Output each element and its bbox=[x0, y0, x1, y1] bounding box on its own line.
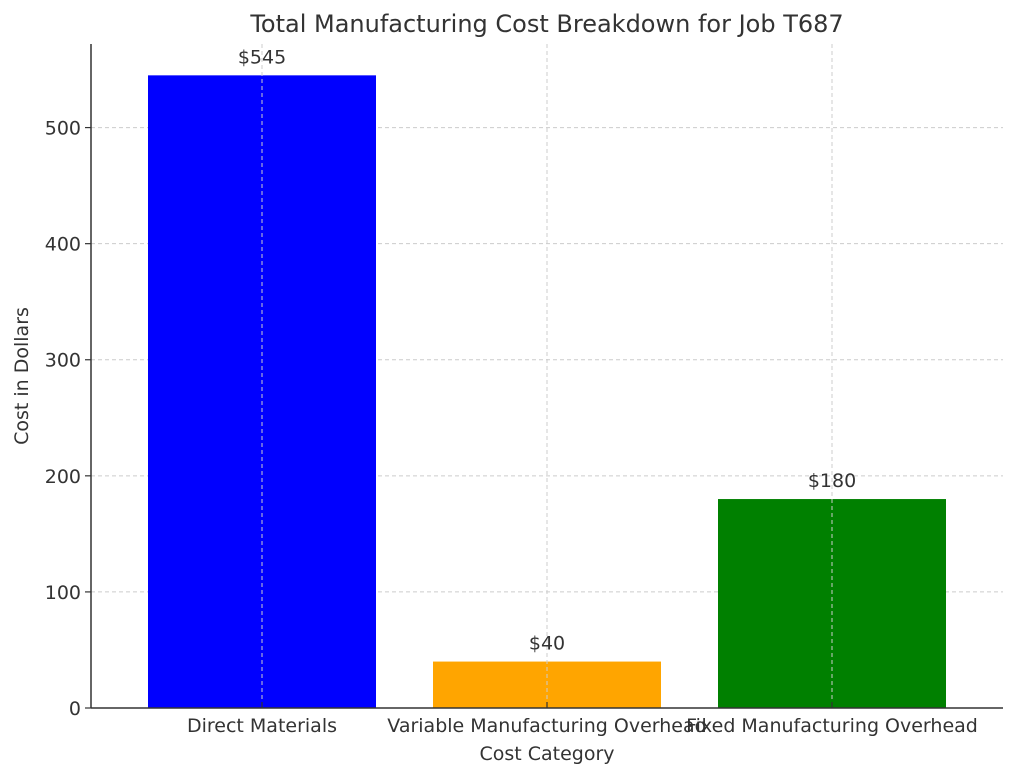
data-label: $40 bbox=[529, 633, 565, 655]
y-tick-label: 300 bbox=[45, 350, 81, 372]
x-ticks: Direct Materials Variable Manufacturing O… bbox=[187, 702, 978, 737]
y-tick-label: 100 bbox=[45, 582, 81, 604]
x-tick-label: Fixed Manufacturing Overhead bbox=[686, 715, 978, 737]
bar bbox=[718, 499, 946, 708]
y-tick-label: 500 bbox=[45, 118, 81, 140]
data-label: $180 bbox=[808, 470, 856, 492]
y-ticks: 0 100 200 300 400 500 bbox=[45, 118, 91, 720]
y-axis-label: Cost in Dollars bbox=[11, 307, 33, 445]
y-tick-label: 0 bbox=[69, 698, 81, 720]
vertical-gridlines bbox=[261, 44, 833, 708]
data-labels: $545 $40 $180 bbox=[238, 46, 856, 654]
x-tick-label: Variable Manufacturing Overhead bbox=[387, 715, 706, 737]
data-label: $545 bbox=[238, 46, 286, 68]
chart-title: Total Manufacturing Cost Breakdown for J… bbox=[249, 10, 843, 38]
x-axis-label: Cost Category bbox=[479, 743, 614, 765]
y-tick-label: 200 bbox=[45, 466, 81, 488]
x-tick-label: Direct Materials bbox=[187, 715, 337, 737]
y-tick-label: 400 bbox=[45, 234, 81, 256]
